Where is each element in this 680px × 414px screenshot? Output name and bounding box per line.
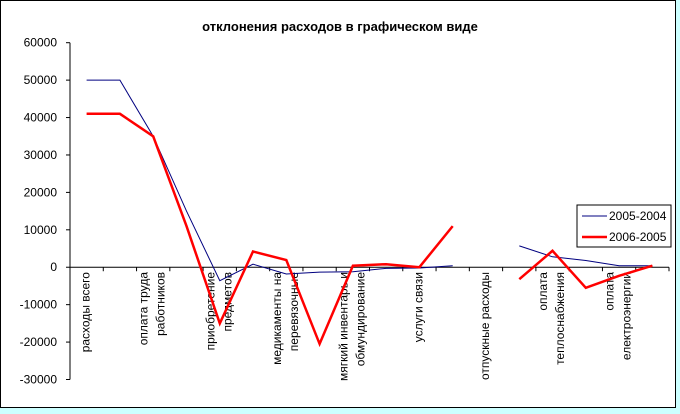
x-tick-label: електроэнергии	[620, 272, 634, 360]
y-tick-label: 0	[50, 260, 57, 274]
y-tick-label: 30000	[24, 148, 58, 162]
x-tick-label: приобретение	[203, 272, 217, 351]
x-tick-label: теплоснабжения	[553, 272, 567, 365]
x-tick-label: расходы всего	[79, 272, 93, 353]
x-tick-label: медикаменты на	[270, 272, 284, 365]
x-tick-label: предметов	[220, 272, 234, 332]
chart-area	[0, 0, 676, 408]
x-tick-label: оплата	[536, 272, 550, 311]
y-tick-label: 60000	[24, 36, 58, 50]
y-tick-label: -30000	[20, 373, 58, 387]
y-tick-label: -10000	[20, 298, 58, 312]
x-tick-label: оплата труда	[137, 272, 151, 346]
x-tick-label: работников	[154, 272, 168, 336]
legend-label: 2005-2004	[609, 209, 667, 223]
y-tick-label: 50000	[24, 73, 58, 87]
x-tick-label: отпускные расходы	[478, 272, 492, 380]
x-tick-label: перевязочные	[287, 272, 301, 352]
legend	[576, 204, 672, 248]
y-tick-label: 20000	[24, 185, 58, 199]
x-tick-label: обмундирование	[353, 272, 367, 367]
y-tick-label: 40000	[24, 111, 58, 125]
series-line-2005-2004	[86, 79, 453, 282]
x-tick-label: услуги связи	[411, 272, 425, 342]
series-line-2006-2005	[518, 249, 653, 290]
series-line-2006-2005	[86, 112, 454, 348]
y-tick-label: -20000	[20, 335, 58, 349]
chart-title: отклонения расходов в графическом виде	[202, 19, 478, 34]
legend-label: 2006-2005	[609, 230, 667, 244]
y-tick-label: 10000	[24, 223, 58, 237]
